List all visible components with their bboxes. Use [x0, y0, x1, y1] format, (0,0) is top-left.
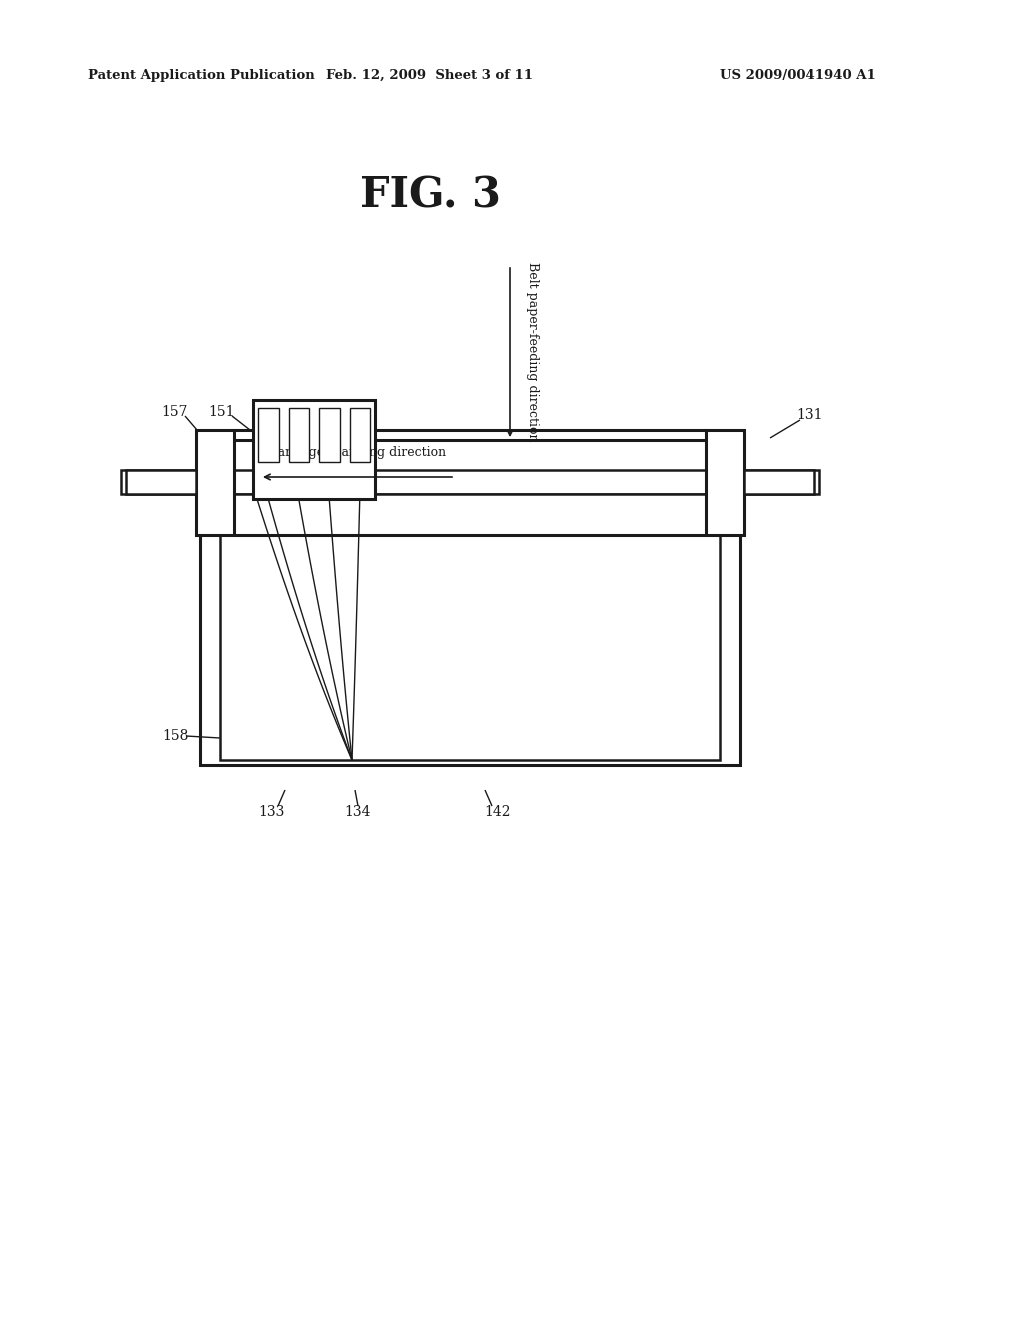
Text: 133: 133 — [259, 805, 286, 818]
Text: Patent Application Publication: Patent Application Publication — [88, 69, 314, 82]
Text: 142: 142 — [484, 805, 511, 818]
Text: 158: 158 — [162, 729, 188, 743]
Bar — [196, 430, 234, 535]
Bar — [121, 470, 819, 494]
Bar — [289, 408, 309, 462]
Bar — [253, 400, 375, 499]
Text: Carriage scanning direction: Carriage scanning direction — [268, 446, 446, 459]
Text: 134: 134 — [345, 805, 372, 818]
Text: FIG. 3: FIG. 3 — [359, 174, 501, 216]
Text: Feb. 12, 2009  Sheet 3 of 11: Feb. 12, 2009 Sheet 3 of 11 — [327, 69, 534, 82]
Bar — [706, 430, 744, 535]
Text: US 2009/0041940 A1: US 2009/0041940 A1 — [720, 69, 876, 82]
Text: 151: 151 — [209, 405, 236, 418]
Bar — [200, 440, 740, 766]
Text: Belt paper-feeding direction: Belt paper-feeding direction — [526, 263, 539, 442]
Bar — [744, 470, 814, 494]
Bar — [126, 470, 196, 494]
Bar — [349, 408, 370, 462]
Text: 131: 131 — [797, 408, 823, 422]
Bar — [258, 408, 279, 462]
Text: 157: 157 — [162, 405, 188, 418]
Bar — [319, 408, 340, 462]
Bar — [220, 494, 720, 760]
